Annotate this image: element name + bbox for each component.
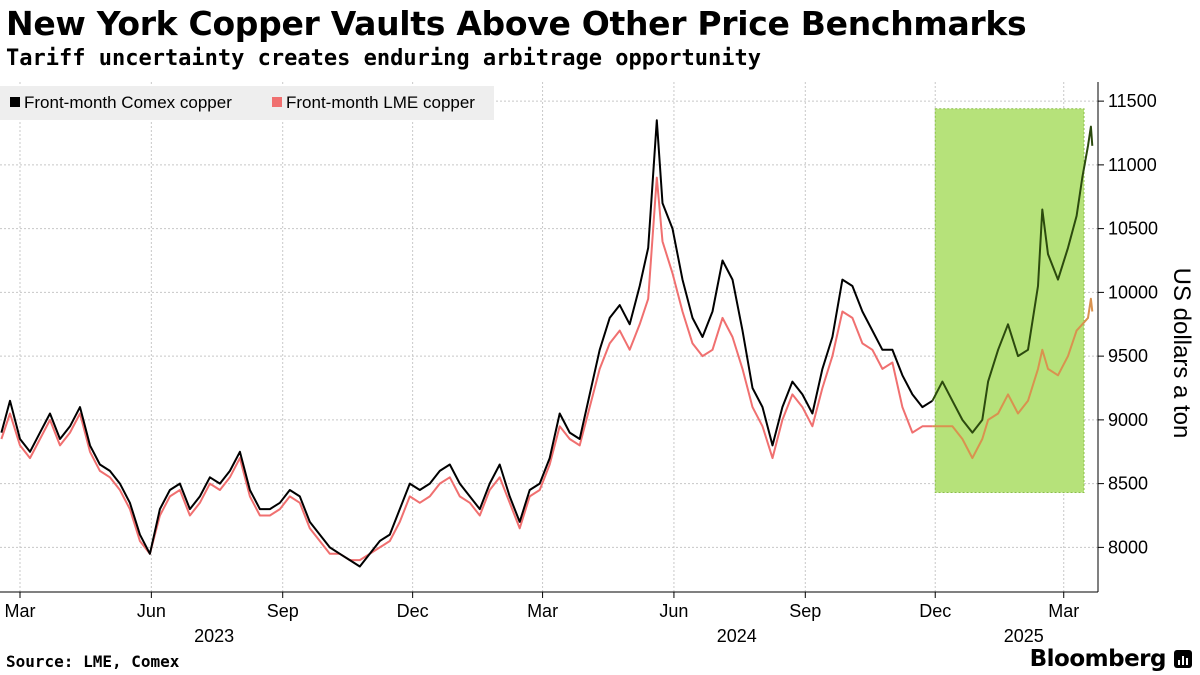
x-tick-label: Sep xyxy=(267,601,299,621)
y-tick-label: 8000 xyxy=(1108,537,1148,557)
x-tick-label: Mar xyxy=(1048,601,1079,621)
y-tick-label: 11500 xyxy=(1108,91,1157,111)
legend-label: Front-month Comex copper xyxy=(24,93,232,112)
x-tick-label: Jun xyxy=(137,601,166,621)
brand-logo: Bloomberg xyxy=(1029,646,1167,672)
y-tick-label: 8500 xyxy=(1108,474,1148,494)
comex-series-line-highlighted xyxy=(931,125,1094,434)
chart-title: New York Copper Vaults Above Other Price… xyxy=(6,4,1027,43)
y-tick-label: 10500 xyxy=(1108,219,1158,239)
comex-series-line xyxy=(0,119,933,568)
lme-series-line xyxy=(0,176,933,562)
year-label: 2024 xyxy=(717,626,757,646)
y-tick-label: 10000 xyxy=(1108,282,1158,302)
x-tick-label: Jun xyxy=(659,601,688,621)
legend-swatch xyxy=(10,97,20,107)
highlight-region xyxy=(934,108,1085,494)
x-tick-label: Mar xyxy=(4,601,35,621)
series-lines xyxy=(0,119,1094,568)
x-tick-label: Mar xyxy=(527,601,558,621)
legend-background xyxy=(0,86,494,120)
year-label: 2023 xyxy=(194,626,234,646)
legend-label: Front-month LME copper xyxy=(286,93,475,112)
grid-lines xyxy=(0,82,1098,592)
axes: 8000 8500 9000 9500 10000 10500 11000 11500 Mar J… xyxy=(0,82,1195,646)
highlight-box xyxy=(934,108,1085,494)
legend-swatch xyxy=(272,97,282,107)
lme-series-line-highlighted xyxy=(932,297,1094,460)
bloomberg-chart-icon xyxy=(1174,650,1192,668)
x-tick-label: Dec xyxy=(397,601,429,621)
y-tick-label: 9000 xyxy=(1108,410,1148,430)
year-label: 2025 xyxy=(1004,626,1044,646)
chart-subtitle: Tariff uncertainty creates enduring arbi… xyxy=(6,46,761,71)
y-tick-label: 11000 xyxy=(1108,155,1157,175)
y-tick-label: 9500 xyxy=(1108,346,1148,366)
legend: Front-month Comex copper Front-month LME … xyxy=(0,86,494,120)
source-note: Source: LME, Comex xyxy=(6,652,180,671)
x-tick-label: Dec xyxy=(919,601,951,621)
y-axis-title: US dollars a ton xyxy=(1168,268,1195,439)
x-tick-label: Sep xyxy=(789,601,821,621)
